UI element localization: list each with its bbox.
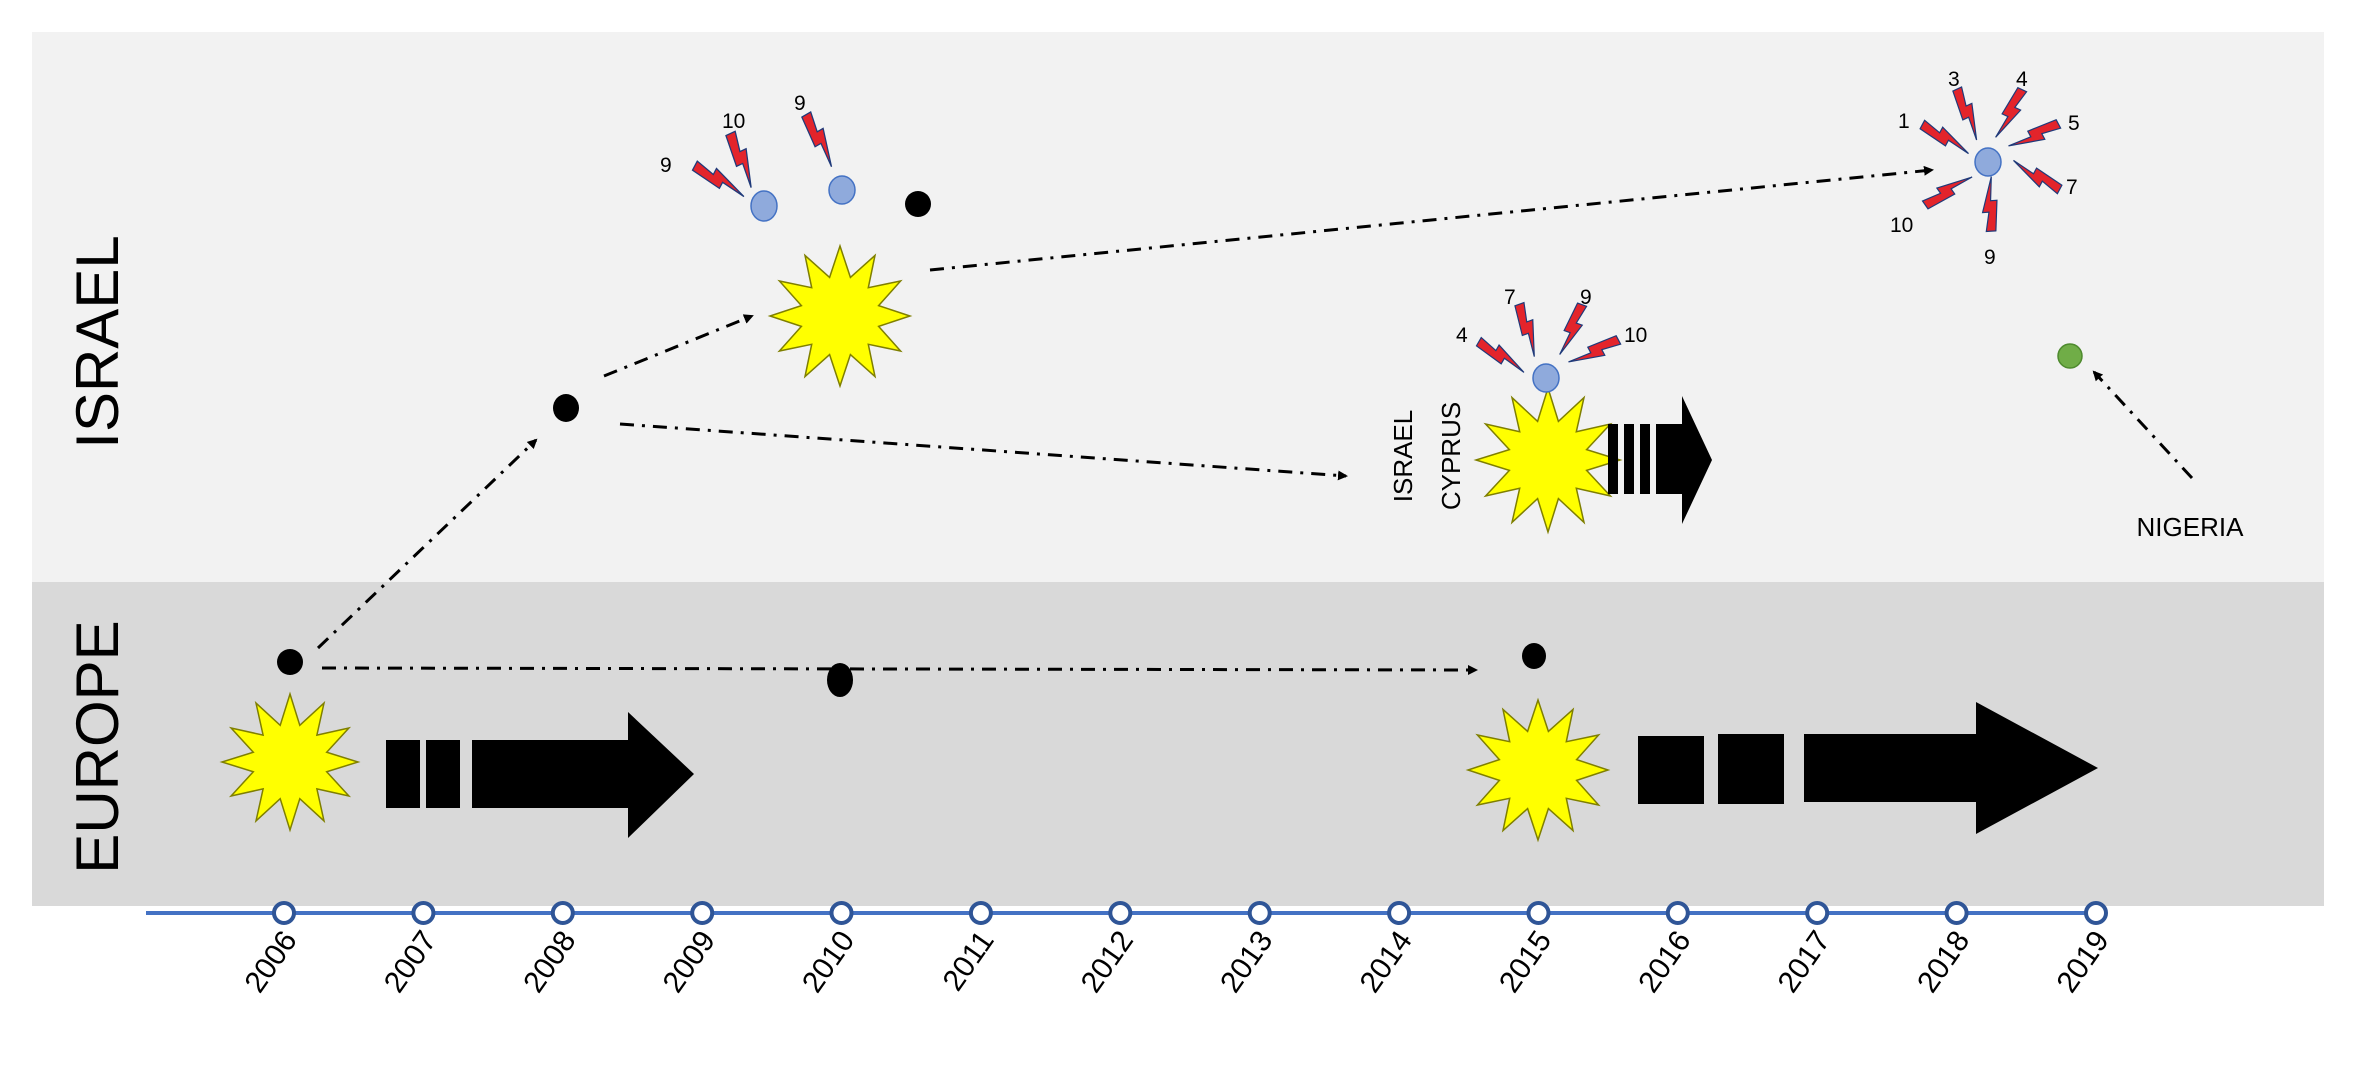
node-blue-israel-2009 (750, 190, 778, 222)
timeline-tick-2013 (1247, 901, 1272, 925)
block-arrow-israel-cyprus-2015 (1608, 396, 1712, 524)
lightning-label: 3 (1948, 68, 1960, 91)
connector-nigeria-to-israel-2019 (2092, 370, 2194, 480)
year-label-2017: 2017 (1772, 925, 1837, 999)
timeline-ticks (272, 901, 2108, 925)
place-label-israel: ISRAEL (1388, 410, 1418, 503)
timeline-tick-2018 (1944, 901, 1969, 925)
year-label-2015: 2015 (1493, 925, 1558, 999)
connector-israel-2008-to-israel-cyprus (619, 422, 1348, 481)
node-blue-israel-2018 (1974, 147, 2002, 177)
year-label-2013: 2013 (1214, 925, 1279, 999)
node-israel-2010 (905, 191, 931, 217)
node-europe-2010 (827, 663, 853, 697)
place-label-nigeria: NIGERIA (2137, 512, 2245, 542)
lightning-label: 9 (794, 92, 806, 115)
node-blue-israel-2010 (828, 175, 856, 205)
timeline-tick-2014 (1387, 901, 1412, 925)
connector-israel-2008-to-israel-2009 (603, 314, 754, 378)
year-label-2007: 2007 (378, 925, 443, 999)
lightning-label: 10 (1890, 214, 1913, 237)
lightning-label: 5 (2068, 112, 2080, 135)
block-arrow-europe-2016-2019 (1638, 702, 2098, 834)
timeline-tick-2016 (1665, 901, 1690, 925)
lightning-label: 4 (2016, 68, 2028, 91)
timeline-tick-2011 (968, 901, 993, 925)
lightning-label: 10 (722, 110, 745, 133)
block-arrow-europe-2007-2008 (386, 712, 694, 838)
place-label-cyprus: CYPRUS (1436, 402, 1466, 510)
lightning-label: 9 (1984, 246, 1996, 269)
lightning-label: 10 (1624, 324, 1647, 347)
lightning-label: 4 (1456, 324, 1468, 347)
region-label-israel: ISRAEL (64, 235, 131, 448)
timeline-year-labels: 2006 2007 2008 2009 2010 2011 2012 2013 2014 2015… (238, 925, 2115, 999)
year-label-2014: 2014 (1354, 925, 1419, 999)
connectors (316, 165, 2194, 675)
node-israel-2008 (553, 394, 579, 422)
connector-europe-2006-to-europe-2015 (321, 664, 1478, 675)
timeline-tick-2008 (550, 901, 575, 925)
year-label-2018: 2018 (1911, 925, 1976, 999)
connector-israel-2009-to-israel-2018 (929, 165, 1934, 272)
timeline-tick-2012 (1108, 901, 1133, 925)
timeline-tick-2019 (2084, 901, 2108, 925)
lightning-label: 7 (2066, 176, 2078, 199)
timeline-tick-2009 (690, 901, 715, 925)
year-label-2011: 2011 (937, 925, 1001, 997)
timeline-tick-2015 (1526, 901, 1551, 925)
lightning-label: 9 (1580, 286, 1592, 309)
node-europe-2006 (277, 649, 303, 675)
node-europe-2015 (1522, 643, 1546, 669)
lightning-label: 9 (660, 154, 672, 177)
lightning-label: 1 (1898, 110, 1910, 133)
year-label-2010: 2010 (796, 925, 861, 999)
timeline-tick-2010 (829, 901, 854, 925)
israel-band (32, 32, 2324, 582)
year-label-2019: 2019 (2050, 925, 2115, 999)
year-label-2006: 2006 (238, 925, 303, 999)
year-label-2009: 2009 (657, 925, 722, 999)
timeline-tick-2007 (411, 901, 436, 925)
lightning-label: 7 (1504, 286, 1516, 309)
timeline-tick-2006 (272, 901, 296, 925)
node-blue-israel-cyprus (1532, 363, 1560, 393)
outbreak-star-israel-2009 (767, 243, 913, 389)
year-label-2008: 2008 (517, 925, 582, 999)
region-label-europe: EUROPE (64, 620, 131, 873)
outbreak-star-europe-2006 (219, 691, 361, 833)
timeline-tick-2017 (1805, 901, 1830, 925)
year-label-2012: 2012 (1075, 925, 1140, 999)
year-label-2016: 2016 (1632, 925, 1697, 999)
outbreak-star-europe-2015 (1465, 697, 1611, 843)
node-green-israel-2019 (2057, 343, 2083, 369)
